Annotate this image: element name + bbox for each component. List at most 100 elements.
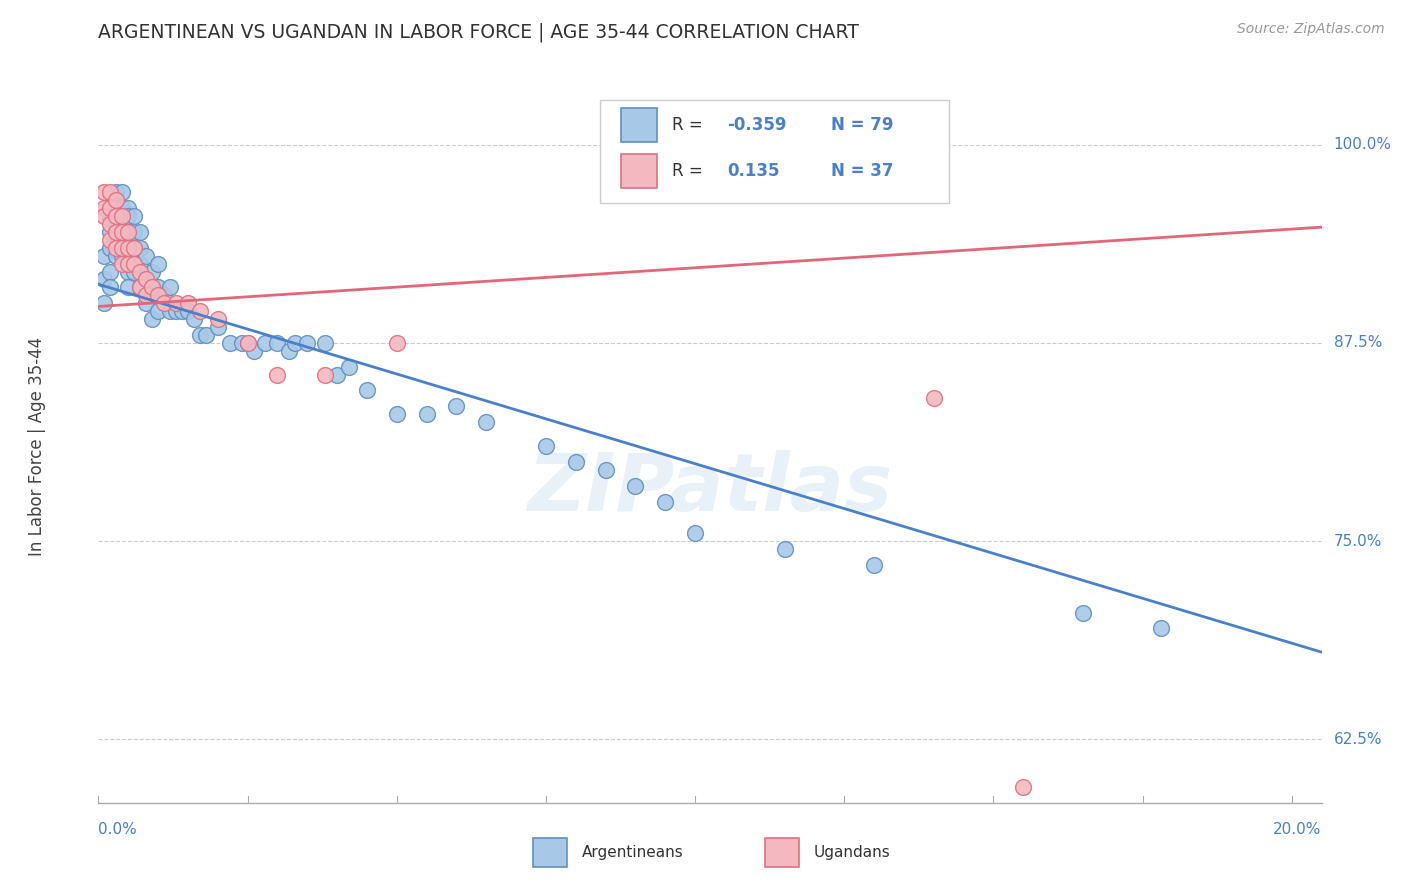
Point — [117, 201, 139, 215]
Point — [93, 201, 115, 215]
Point — [93, 186, 115, 200]
Point — [122, 264, 145, 278]
Text: R =: R = — [672, 162, 709, 180]
Text: ARGENTINEAN VS UGANDAN IN LABOR FORCE | AGE 35-44 CORRELATION CHART: ARGENTINEAN VS UGANDAN IN LABOR FORCE | … — [98, 22, 859, 42]
Point — [218, 335, 240, 350]
Point — [385, 335, 408, 350]
Point — [146, 280, 169, 294]
Text: N = 79: N = 79 — [831, 116, 894, 134]
Point — [266, 335, 288, 350]
Point — [105, 225, 128, 239]
Text: 75.0%: 75.0% — [1333, 533, 1382, 549]
Point — [98, 264, 121, 278]
Point — [98, 186, 121, 200]
Point — [565, 455, 588, 469]
Point — [146, 257, 169, 271]
Point — [98, 233, 121, 247]
Text: 0.0%: 0.0% — [98, 822, 138, 837]
Point — [446, 400, 468, 414]
Text: 0.135: 0.135 — [727, 162, 780, 180]
Point — [922, 392, 945, 406]
Point — [117, 264, 139, 278]
Point — [1149, 621, 1171, 635]
Text: R =: R = — [672, 116, 709, 134]
Point — [242, 343, 264, 358]
Point — [141, 288, 163, 302]
Point — [207, 312, 229, 326]
Point — [93, 249, 115, 263]
FancyBboxPatch shape — [533, 838, 567, 867]
FancyBboxPatch shape — [620, 154, 658, 188]
Point — [117, 241, 139, 255]
Point — [117, 225, 139, 239]
Point — [165, 296, 187, 310]
Point — [111, 186, 134, 200]
Point — [595, 463, 617, 477]
Point — [129, 264, 152, 278]
Point — [98, 209, 121, 223]
Point — [93, 272, 115, 286]
Point — [177, 304, 200, 318]
Point — [254, 335, 277, 350]
Point — [98, 225, 121, 239]
Point — [105, 249, 128, 263]
Point — [105, 217, 128, 231]
Text: Argentineans: Argentineans — [582, 846, 683, 860]
Text: N = 37: N = 37 — [831, 162, 894, 180]
Point — [117, 257, 139, 271]
Text: 100.0%: 100.0% — [1333, 137, 1392, 153]
Point — [105, 209, 128, 223]
Point — [135, 272, 157, 286]
Text: 62.5%: 62.5% — [1333, 731, 1382, 747]
Point — [165, 304, 187, 318]
Text: In Labor Force | Age 35-44: In Labor Force | Age 35-44 — [28, 336, 46, 556]
Point — [326, 368, 349, 382]
Text: Source: ZipAtlas.com: Source: ZipAtlas.com — [1237, 22, 1385, 37]
Point — [111, 209, 134, 223]
Point — [654, 494, 676, 508]
Point — [385, 407, 408, 421]
Point — [98, 280, 121, 294]
Point — [141, 312, 163, 326]
Point — [266, 368, 288, 382]
Point — [194, 328, 217, 343]
Point — [105, 186, 128, 200]
Point — [177, 296, 200, 310]
Point — [98, 201, 121, 215]
Point — [93, 209, 115, 223]
Point — [475, 415, 498, 429]
Point — [98, 241, 121, 255]
Point — [1251, 812, 1274, 826]
Point — [141, 264, 163, 278]
Point — [231, 335, 253, 350]
Point — [135, 288, 157, 302]
Point — [105, 225, 128, 239]
Point — [415, 407, 437, 421]
Point — [105, 193, 128, 207]
Point — [141, 280, 163, 294]
Point — [111, 201, 134, 215]
Point — [122, 257, 145, 271]
Point — [93, 296, 115, 310]
Text: 87.5%: 87.5% — [1333, 335, 1382, 351]
Point — [314, 368, 336, 382]
Point — [153, 288, 176, 302]
Point — [534, 439, 557, 453]
Point — [105, 201, 128, 215]
Point — [98, 217, 121, 231]
Point — [284, 335, 307, 350]
Point — [111, 217, 134, 231]
Point — [297, 335, 319, 350]
Point — [188, 304, 211, 318]
Point — [188, 328, 211, 343]
Point — [122, 209, 145, 223]
Point — [153, 296, 176, 310]
Point — [129, 280, 152, 294]
Point — [117, 209, 139, 223]
Point — [105, 241, 128, 255]
Point — [117, 225, 139, 239]
Point — [159, 304, 181, 318]
Point — [683, 526, 706, 541]
Point — [356, 384, 378, 398]
Point — [773, 542, 796, 557]
